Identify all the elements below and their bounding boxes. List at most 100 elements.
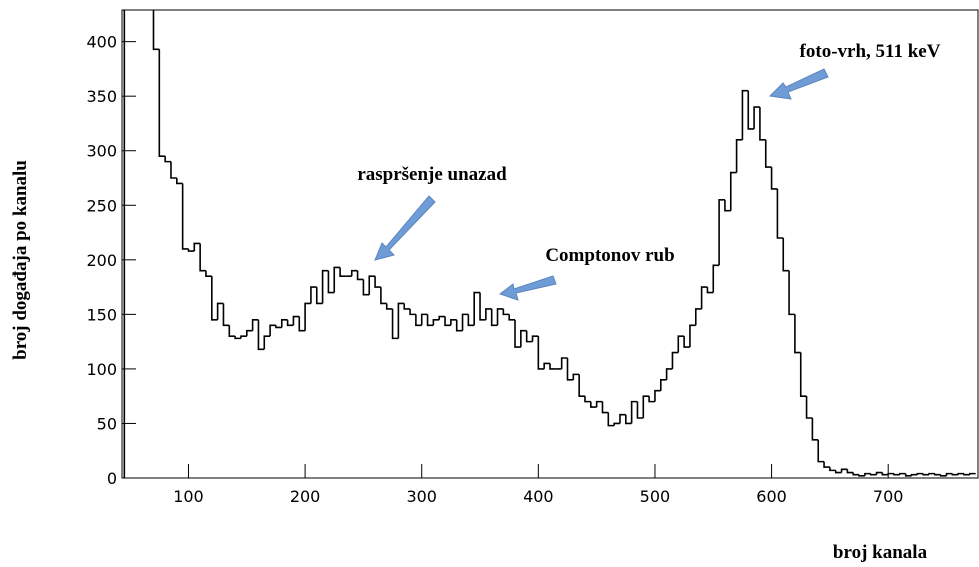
histogram-bin bbox=[350, 269, 358, 277]
histogram-bin bbox=[409, 308, 416, 316]
histogram-bin bbox=[152, 10, 160, 51]
y-tick-label: 400 bbox=[86, 33, 117, 52]
histogram-bin bbox=[572, 373, 580, 380]
histogram-bin bbox=[963, 473, 970, 476]
histogram-bin bbox=[764, 139, 772, 168]
histogram-bin bbox=[362, 279, 370, 296]
histogram-bin bbox=[415, 314, 422, 327]
annotation: foto-vrh, 511 keV bbox=[800, 41, 941, 62]
histogram-bin bbox=[444, 316, 451, 327]
histogram-bin bbox=[934, 473, 941, 476]
histogram-bin bbox=[578, 374, 585, 397]
histogram-bin bbox=[549, 363, 556, 370]
histogram-bin bbox=[706, 287, 714, 294]
histogram-bin bbox=[712, 264, 720, 293]
histogram-bin bbox=[636, 401, 644, 419]
histogram-bin bbox=[420, 313, 428, 326]
histogram-bin bbox=[648, 396, 655, 403]
histogram-bin bbox=[397, 302, 405, 339]
histogram-bin bbox=[531, 335, 539, 342]
histogram-bin bbox=[881, 472, 889, 476]
histogram-bin bbox=[514, 319, 521, 348]
histogram-bin bbox=[869, 473, 877, 476]
x-tick-label: 300 bbox=[406, 487, 437, 506]
histogram-bin bbox=[590, 401, 597, 408]
histogram-bin bbox=[939, 474, 947, 477]
x-tick-label: 700 bbox=[873, 487, 904, 506]
histogram-bin bbox=[275, 325, 282, 329]
histogram-bin bbox=[321, 269, 329, 304]
histogram-bin bbox=[210, 276, 218, 321]
histogram-bin bbox=[700, 286, 708, 309]
histogram-bin bbox=[677, 335, 685, 353]
histogram-bin bbox=[438, 315, 446, 320]
histogram-bin bbox=[864, 472, 871, 476]
y-axis-label: broj događaja po kanalu bbox=[10, 160, 31, 360]
histogram-bin bbox=[310, 286, 317, 304]
y-tick-label: 150 bbox=[86, 305, 117, 324]
histogram-bin bbox=[957, 472, 965, 475]
histogram-bin bbox=[566, 358, 574, 381]
histogram-bin bbox=[257, 319, 265, 351]
histogram-bin bbox=[199, 243, 206, 272]
histogram-bin bbox=[601, 401, 609, 414]
histogram-bin bbox=[683, 336, 690, 348]
histogram-bin bbox=[490, 308, 498, 327]
histogram-bin bbox=[467, 314, 475, 327]
histogram-bin bbox=[887, 472, 895, 475]
histogram-bin bbox=[689, 324, 696, 348]
histogram-bin bbox=[380, 287, 387, 305]
histogram-bin bbox=[245, 329, 253, 337]
histogram-bin bbox=[391, 308, 399, 340]
annotation: raspršenje unazad bbox=[357, 164, 507, 185]
arrow bbox=[498, 275, 557, 301]
histogram-bin bbox=[327, 270, 335, 294]
histogram-bin bbox=[286, 319, 294, 327]
histogram-bin bbox=[263, 335, 271, 350]
histogram-bin bbox=[205, 270, 212, 277]
histogram-bin bbox=[625, 414, 632, 425]
histogram-bin bbox=[852, 472, 860, 476]
histogram-bin bbox=[659, 379, 667, 391]
histogram-bin bbox=[858, 474, 865, 477]
histogram-bin bbox=[718, 199, 725, 266]
histogram-bin bbox=[251, 319, 259, 331]
histogram-bin bbox=[799, 352, 807, 397]
histogram-bin bbox=[671, 351, 679, 369]
histogram-bin bbox=[584, 396, 591, 403]
y-tick-label: 200 bbox=[86, 251, 117, 270]
histogram-bin bbox=[642, 395, 650, 418]
y-tick-label: 300 bbox=[86, 142, 117, 161]
histogram-bin bbox=[916, 472, 924, 475]
histogram-bin bbox=[520, 329, 527, 348]
histogram-bin bbox=[782, 238, 790, 272]
histogram-bin bbox=[741, 89, 749, 140]
histogram-bin bbox=[794, 314, 801, 354]
histogram-bin bbox=[356, 270, 364, 281]
histogram-bin bbox=[840, 468, 848, 473]
y-tick-label: 100 bbox=[86, 360, 117, 379]
histogram-bin bbox=[811, 418, 819, 441]
histogram-bin bbox=[502, 308, 510, 316]
histogram-bin bbox=[315, 287, 323, 305]
histogram-bin bbox=[899, 472, 906, 475]
histogram-bin bbox=[928, 472, 935, 475]
histogram-bin bbox=[846, 469, 854, 474]
histogram-bin bbox=[904, 473, 912, 477]
histogram-bin bbox=[805, 396, 813, 419]
histogram-bin bbox=[339, 267, 346, 277]
histogram-bin bbox=[817, 439, 825, 463]
histogram-bin bbox=[228, 325, 236, 337]
x-axis-label: broj kanala bbox=[833, 542, 928, 563]
histogram-bin bbox=[158, 49, 166, 157]
histogram-bin bbox=[770, 167, 778, 190]
histogram-bin bbox=[280, 319, 288, 328]
histogram-bin bbox=[269, 324, 276, 337]
histogram-bin bbox=[485, 308, 492, 320]
x-tick-label: 100 bbox=[173, 487, 204, 506]
histogram-bin bbox=[193, 242, 201, 252]
histogram-bin bbox=[922, 473, 930, 476]
histogram-bin bbox=[753, 106, 760, 129]
histogram-bin bbox=[450, 319, 457, 326]
